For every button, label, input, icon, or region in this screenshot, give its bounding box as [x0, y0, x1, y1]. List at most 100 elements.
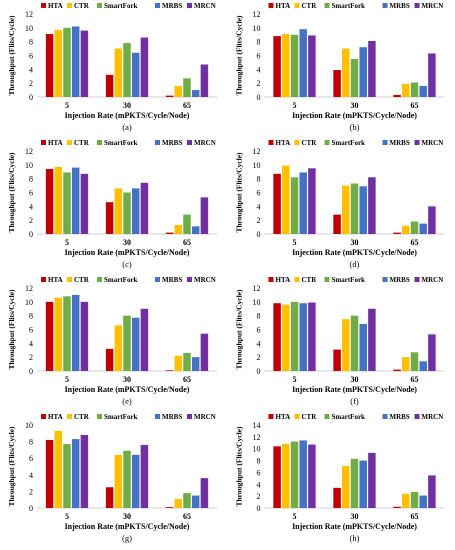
- bar: [71, 439, 80, 508]
- bar: [342, 465, 350, 508]
- legend-swatch: [294, 414, 300, 419]
- legend-swatch: [67, 140, 72, 145]
- legend-label: MRBS: [162, 413, 182, 421]
- y-tick-label: 12: [253, 10, 261, 19]
- bar: [123, 315, 131, 371]
- legend-label: MRBS: [162, 139, 182, 147]
- bar: [174, 225, 183, 234]
- legend-label: SmartFork: [332, 2, 366, 10]
- legend-label: CTR: [302, 413, 318, 421]
- bar: [183, 353, 191, 371]
- bar: [174, 498, 183, 508]
- legend-swatch: [414, 140, 420, 145]
- x-tick-label: 30: [123, 375, 131, 384]
- bar: [131, 317, 140, 371]
- y-tick-label: 10: [253, 161, 261, 170]
- panel-caption: (c): [122, 259, 132, 269]
- bar: [282, 34, 290, 97]
- chart-panel: 0 2 4 6 8 10 12 14 Throughput (Flits/Cycle) HTA CT…: [235, 413, 445, 543]
- x-tick-label: 5: [293, 375, 297, 384]
- bar: [299, 440, 307, 508]
- x-tick-label: 65: [411, 101, 419, 110]
- bar: [333, 70, 341, 97]
- bar: [114, 48, 123, 97]
- x-axis-label: Injection Rate (mPKTS/Cycle/Node): [65, 111, 190, 120]
- bar: [359, 323, 367, 371]
- bar: [410, 352, 419, 371]
- y-tick-label: 8: [257, 312, 261, 321]
- bar: [299, 303, 307, 371]
- legend-label: SmartFork: [104, 2, 138, 10]
- y-tick-label: 0: [29, 230, 33, 239]
- bar: [140, 444, 149, 508]
- x-tick-label: 30: [123, 101, 131, 110]
- bar: [410, 221, 419, 234]
- x-tick-label: 5: [65, 512, 69, 521]
- bar: [191, 495, 200, 508]
- y-tick-label: 6: [29, 52, 33, 61]
- bar: [410, 82, 419, 97]
- bar: [419, 361, 427, 371]
- bar: [165, 95, 174, 97]
- y-tick-label: 2: [257, 216, 261, 225]
- y-tick-label: 8: [29, 312, 33, 321]
- bar: [342, 319, 350, 371]
- legend-swatch: [268, 3, 274, 8]
- x-tick-label: 30: [351, 101, 359, 110]
- bar: [393, 369, 401, 371]
- y-tick-label: 12: [253, 147, 261, 156]
- legend-label: HTA: [48, 413, 63, 421]
- y-tick-label: 12: [253, 433, 261, 442]
- legend-label: SmartFork: [332, 413, 366, 421]
- bar: [410, 491, 419, 508]
- bar: [359, 460, 367, 508]
- chart-panel: 0 2 4 6 8 10 12 Throughput (Flits/Cycle) HTA CTR S…: [235, 276, 445, 406]
- legend-swatch: [382, 414, 388, 419]
- legend-label: CTR: [74, 2, 90, 10]
- bar: [402, 83, 410, 97]
- x-tick-label: 5: [65, 238, 69, 247]
- bar: [350, 315, 359, 371]
- y-tick-label: 6: [257, 189, 261, 198]
- legend-label: HTA: [276, 2, 291, 10]
- bar: [333, 487, 341, 508]
- y-axis-label: Throughput (Flits/Cycle): [235, 426, 244, 507]
- bar: [45, 34, 54, 97]
- y-tick-label: 8: [257, 457, 261, 466]
- y-tick-label: 0: [257, 230, 261, 239]
- y-axis-label: Throughput (Flits/Cycle): [7, 152, 16, 233]
- bar: [333, 214, 341, 234]
- legend-swatch: [187, 414, 192, 419]
- y-axis-label: Throughput (Flits/Cycle): [7, 289, 16, 370]
- bar: [80, 434, 89, 508]
- legend-label: CTR: [302, 276, 318, 284]
- y-tick-label: 0: [29, 504, 33, 513]
- y-tick-label: 8: [29, 38, 33, 47]
- chart-panel: 0 2 4 6 8 10 12 Throughput (Flits/Cycle) HTA CTR S…: [235, 2, 445, 132]
- y-tick-label: 8: [29, 175, 33, 184]
- legend-label: SmartFork: [332, 139, 366, 147]
- chart-panel: 0 2 4 6 8 10 Throughput (Flits/Cycle) HTA CTR Sma…: [7, 413, 217, 543]
- bar: [123, 43, 131, 97]
- legend-label: HTA: [276, 139, 291, 147]
- bar: [200, 478, 209, 508]
- x-tick-label: 5: [65, 101, 69, 110]
- bar: [63, 27, 71, 97]
- y-tick-label: 2: [29, 487, 33, 496]
- legend-swatch: [294, 3, 300, 8]
- bar: [54, 297, 63, 371]
- legend-label: SmartFork: [104, 413, 138, 421]
- y-tick-label: 4: [257, 202, 261, 211]
- y-tick-label: 10: [25, 298, 33, 307]
- legend-swatch: [97, 140, 102, 145]
- x-tick-label: 5: [293, 101, 297, 110]
- y-tick-label: 12: [25, 147, 33, 156]
- legend-swatch: [155, 277, 160, 282]
- y-tick-label: 4: [29, 339, 33, 348]
- bar: [105, 487, 114, 508]
- x-tick-label: 5: [293, 238, 297, 247]
- y-tick-label: 8: [257, 175, 261, 184]
- y-tick-label: 12: [25, 284, 33, 293]
- legend-label: MRCN: [194, 413, 216, 421]
- y-tick-label: 2: [257, 79, 261, 88]
